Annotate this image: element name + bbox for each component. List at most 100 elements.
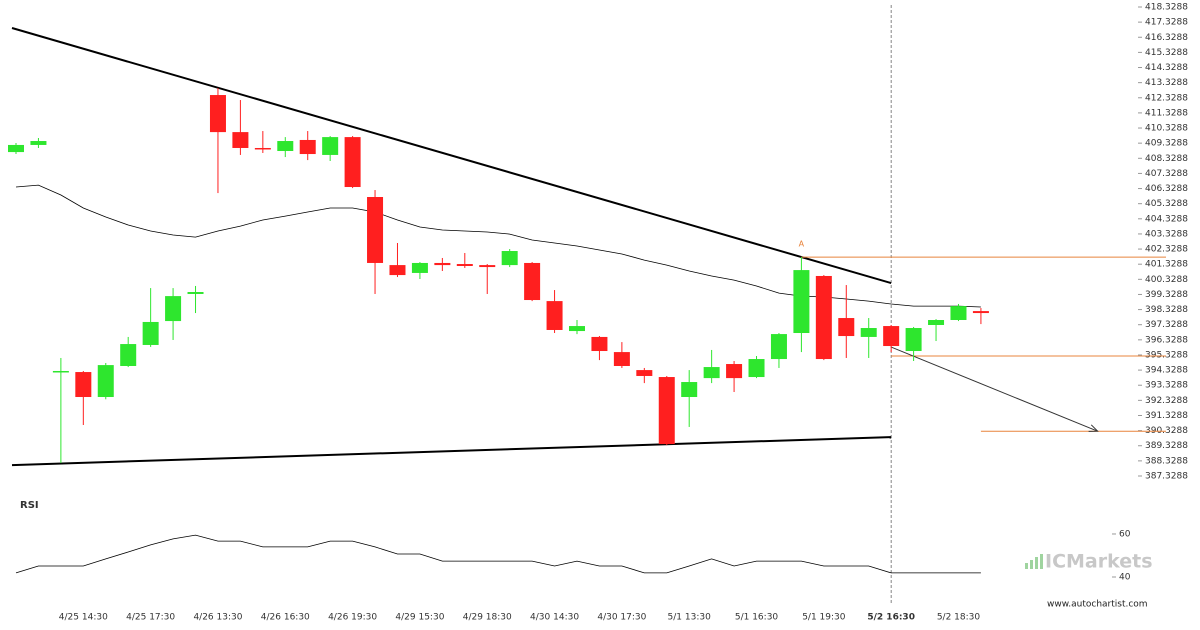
trend-line [11,27,892,285]
y-tick-label: 403.3288 [1145,229,1188,239]
x-tick-label: 4/29 18:30 [463,613,512,623]
x-tick-label: 5/1 19:30 [802,613,846,623]
y-tick-label: 391.3288 [1145,411,1188,421]
candle-body [636,370,653,376]
y-tick-label: 393.3288 [1145,381,1188,391]
trend-line [11,436,892,467]
y-tick-label: 404.3288 [1145,214,1188,224]
y-tick-label: 418.3288 [1145,3,1188,13]
y-tick-label: 402.3288 [1145,245,1188,255]
candle-body [75,372,92,398]
y-tick-label: 398.3288 [1145,305,1188,315]
candle-body [8,144,24,153]
watermark-icon [1025,554,1043,569]
y-tick-label: 411.3288 [1145,108,1188,118]
candle-body [770,334,787,360]
candle-body [52,370,69,373]
x-tick-label: 4/25 14:30 [59,613,108,623]
y-tick-label: 390.3288 [1145,426,1188,436]
y-tick-label: 407.3288 [1145,169,1188,179]
candle-body [524,262,541,301]
rsi-title: RSI [20,500,39,511]
y-tick-label: 415.3288 [1145,48,1188,58]
candle-body [120,344,137,366]
watermark: ICMarkets [1045,551,1153,573]
candle-body [748,359,765,378]
rsi-line [15,534,981,574]
candle-body [479,265,496,268]
candle-body [165,296,182,322]
candle-body [456,264,473,266]
candle-body [277,141,294,152]
y-tick-label: 406.3288 [1145,184,1188,194]
y-tick-label: 408.3288 [1145,154,1188,164]
y-tick-label: 395.3288 [1145,350,1188,360]
candle-body [299,139,316,155]
y-tick-label: 392.3288 [1145,396,1188,406]
candle-body [972,311,989,314]
candle-body [681,382,698,398]
y-tick-label: 405.3288 [1145,199,1188,209]
candle-body [434,262,451,266]
x-tick-label: 4/26 16:30 [261,613,310,623]
x-tick-label: 5/2 18:30 [937,613,981,623]
y-tick-label: 416.3288 [1145,33,1188,43]
x-tick-label: 4/29 15:30 [395,613,444,623]
candle-body [883,326,900,347]
x-tick-label: 5/2 16:30 [867,613,915,623]
candle-body [591,336,608,352]
candle-body [344,137,361,188]
y-tick-label: 389.3288 [1145,441,1188,451]
x-tick-label: 4/25 17:30 [126,613,175,623]
candle-body [815,275,832,360]
candle-body [838,318,855,337]
y-tick-label: 388.3288 [1145,456,1188,466]
x-tick-label: 4/26 13:30 [193,613,242,623]
candle-body [569,326,585,332]
y-tick-label: 400.3288 [1145,275,1188,285]
candle-body [254,147,271,150]
y-tick-label: 387.3288 [1145,472,1188,482]
x-tick-label: 5/1 16:30 [735,613,779,623]
candle-body [501,251,518,266]
x-tick-label: 5/1 13:30 [668,613,712,623]
candle-body [703,367,720,379]
y-tick-label: 410.3288 [1145,124,1188,134]
candle-body [411,262,428,273]
y-tick-label: 412.3288 [1145,93,1188,103]
y-tick-label: 396.3288 [1145,335,1188,345]
x-tick-label: 4/30 14:30 [530,613,579,623]
candle-body [613,352,630,366]
candle-body [30,141,47,145]
y-tick-label: 401.3288 [1145,260,1188,270]
candle-body [905,328,922,352]
candle-body [142,321,159,345]
forecast-arrow [890,346,1098,432]
x-tick-label: 4/30 17:30 [597,613,646,623]
candle-body [793,270,810,334]
y-tick-label: 409.3288 [1145,139,1188,149]
candle-body [232,132,249,148]
rsi-tick-label: 60 [1119,529,1131,539]
candle-body [322,137,339,155]
y-tick-label: 397.3288 [1145,320,1188,330]
candle-body [209,95,226,133]
y-tick-label: 417.3288 [1145,18,1188,28]
arrow-head [1088,424,1099,432]
candle-body [367,197,384,263]
candle-body [658,377,675,445]
candle-body [726,364,743,379]
pattern-label: A [799,240,805,249]
y-tick-label: 414.3288 [1145,63,1188,73]
candle-body [187,292,204,294]
candle-body [860,328,877,337]
rsi-tick-label: 40 [1119,572,1131,582]
candle-body [928,320,945,325]
y-tick-label: 394.3288 [1145,366,1188,376]
candle-body [546,301,563,330]
candle-body [950,306,967,321]
source: www.autochartist.com [1047,600,1148,610]
y-tick-label: 399.3288 [1145,290,1188,300]
